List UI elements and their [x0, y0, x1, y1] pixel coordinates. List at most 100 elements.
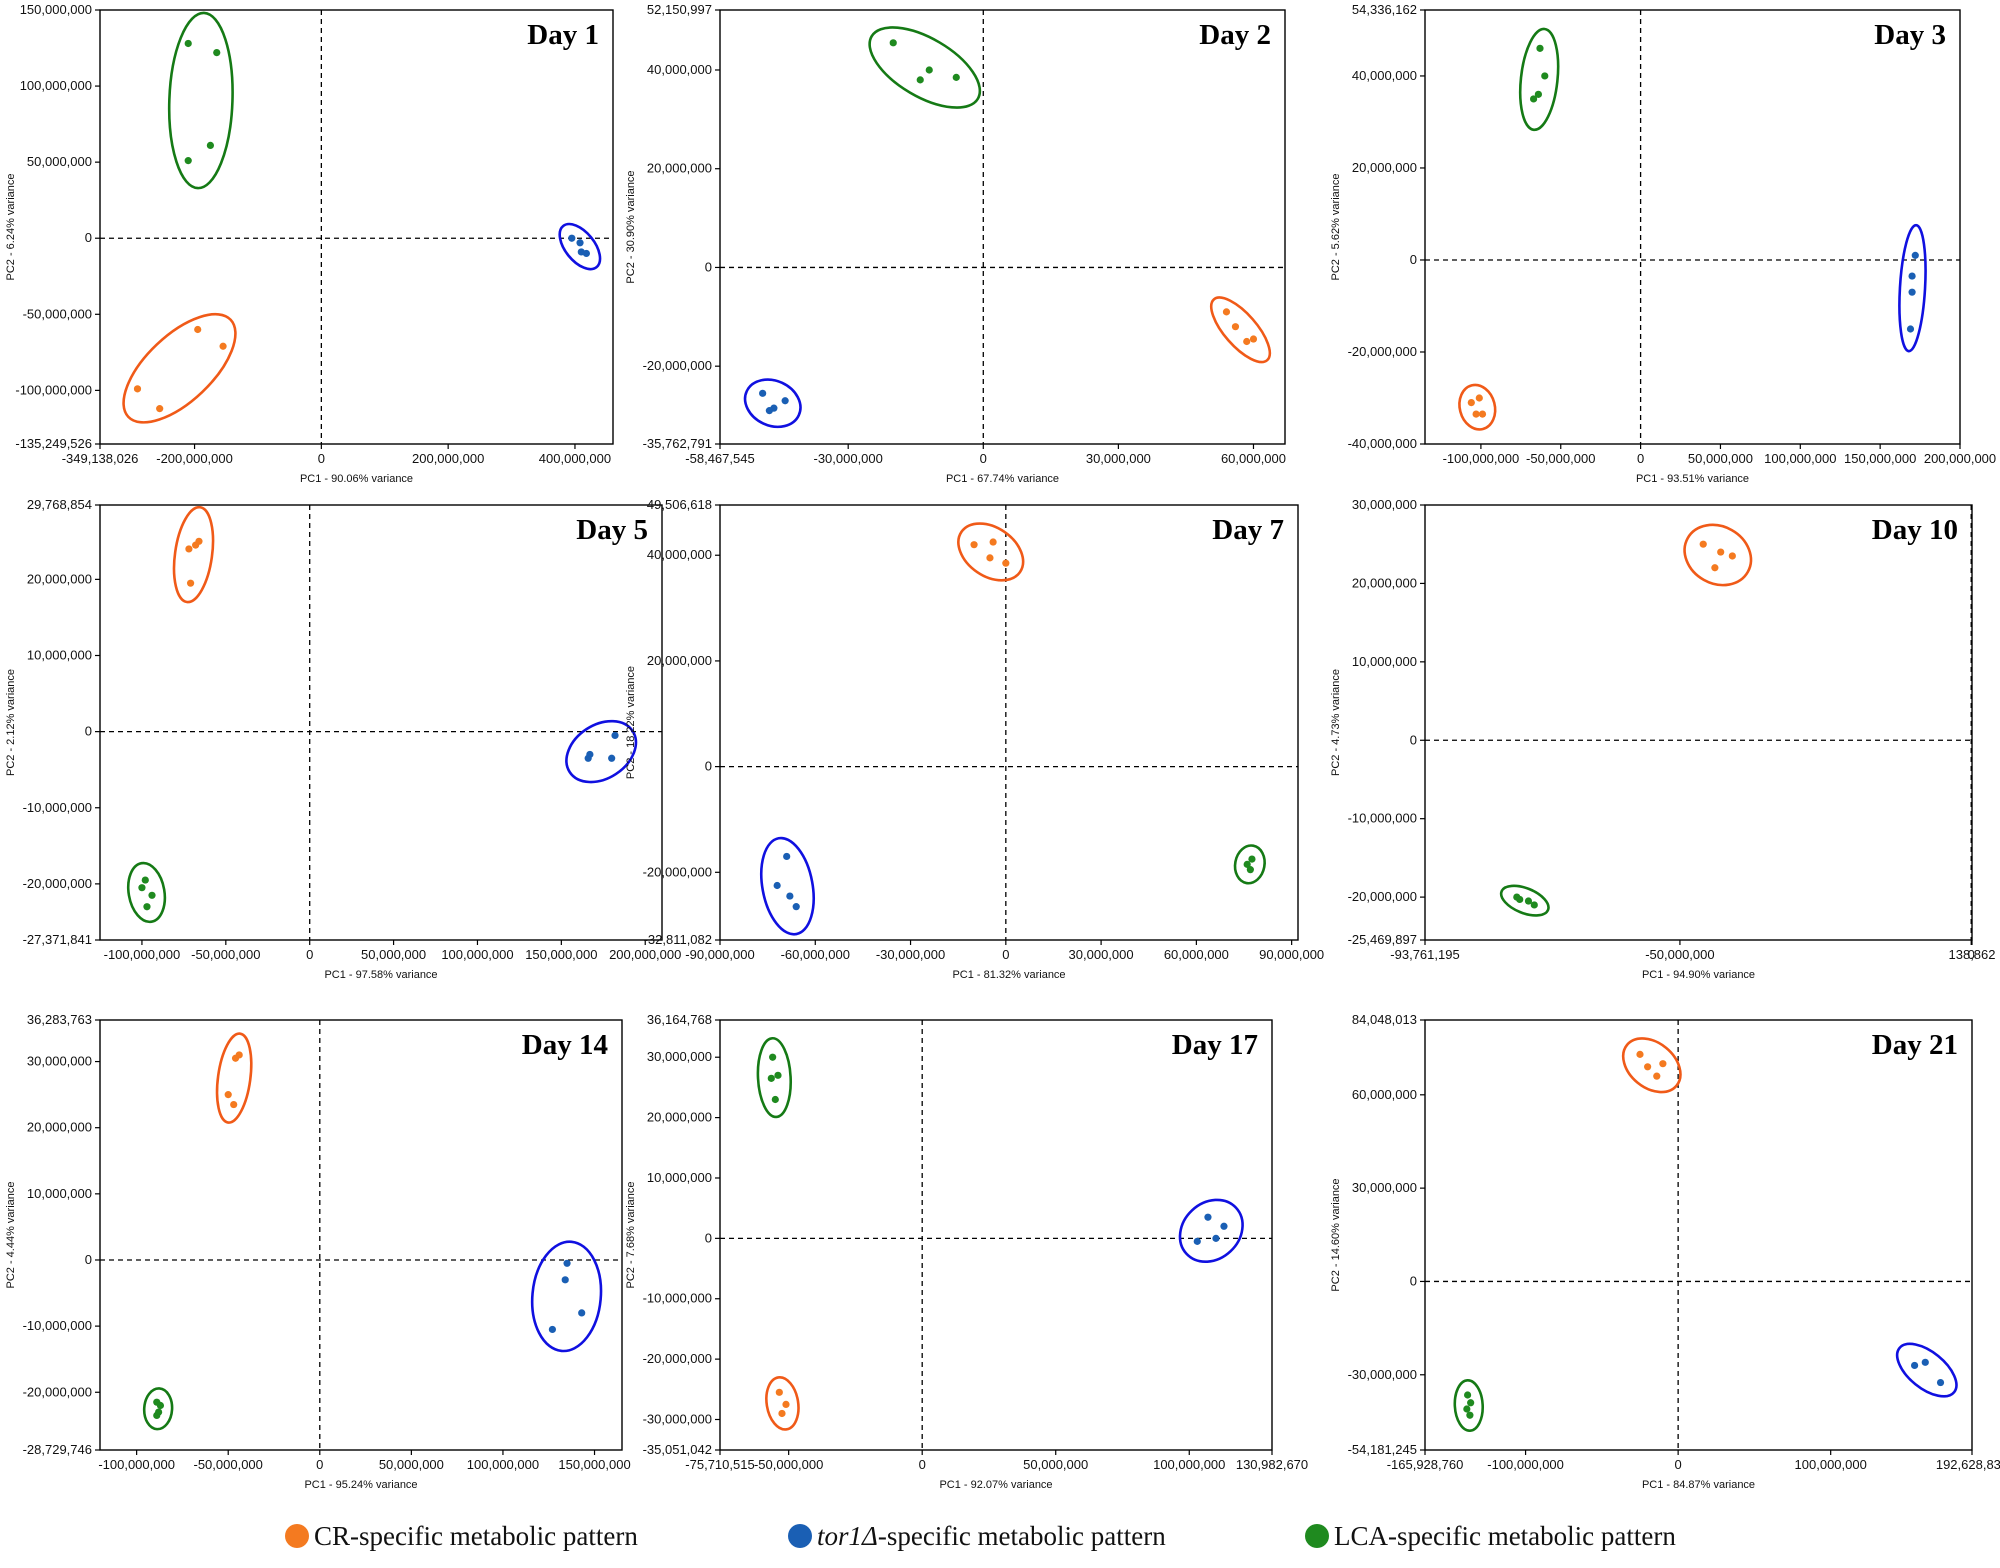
y-tick-label: 0 [1410, 1273, 1417, 1288]
y-tick-label: -30,000,000 [643, 1412, 712, 1427]
pca-panel: -165,928,760 -100,000,000 0 100,000,000 192,… [1330, 1012, 2000, 1491]
cluster-ellipse-lca [126, 861, 167, 924]
plot-frame [1424, 504, 1973, 941]
y-axis-title: PC2 - 5.62% variance [1330, 174, 1342, 281]
x-tick-label: 0 [919, 1457, 926, 1472]
y-tick-label: 0 [85, 230, 92, 245]
data-point-cr [1467, 398, 1475, 407]
legend-swatch [1305, 1524, 1329, 1548]
data-point-cr [1659, 1060, 1667, 1068]
x-tick-label: 200,000,000 [609, 947, 681, 962]
y-tick-label: 54,336,162 [1352, 2, 1417, 17]
data-point-lca [769, 1053, 777, 1061]
data-point-cr [185, 545, 193, 553]
data-point-lca [143, 903, 151, 911]
data-point-cr [986, 554, 994, 562]
legend-label: LCA-specific metabolic pattern [1334, 1521, 1676, 1551]
x-tick-label: 30,000,000 [1086, 451, 1151, 466]
pca-panel: -75,710,515 -50,000,000 0 50,000,000 100,000… [625, 1012, 1308, 1491]
y-tick-label: -10,000,000 [23, 1318, 92, 1333]
cluster-ellipse-lca [868, 26, 982, 109]
x-tick-label: 0 [318, 451, 325, 466]
y-tick-label: -20,000,000 [643, 864, 712, 879]
cluster-ellipse-lca [142, 1387, 174, 1431]
cluster-ellipse-tor1 [565, 719, 638, 784]
data-point-lca [889, 39, 897, 47]
x-tick-label: -200,000,000 [156, 451, 233, 466]
legend-label: CR-specific metabolic pattern [314, 1521, 638, 1551]
data-point-tor1 [586, 750, 594, 759]
x-tick-label: 60,000,000 [1221, 451, 1286, 466]
cluster-ellipse-lca [1453, 1379, 1485, 1432]
cluster-ellipse-cr [122, 312, 237, 424]
data-point-lca [213, 49, 221, 57]
cluster-ellipse-cr [1683, 523, 1753, 587]
data-point-cr [1711, 564, 1719, 572]
data-point-tor1 [759, 389, 767, 397]
data-point-tor1 [548, 1325, 557, 1334]
panel-title: Day 3 [1874, 19, 1946, 51]
y-tick-label: -135,249,526 [15, 436, 92, 451]
cluster-ellipse-cr [1209, 296, 1272, 364]
data-point-lca [1534, 90, 1542, 98]
data-point-lca [952, 73, 960, 81]
pca-panel: -349,138,026 -200,000,000 0 200,000,000 400,… [5, 2, 614, 485]
legend-label-rest: -specific metabolic pattern [878, 1521, 1166, 1551]
x-tick-label: -50,000,000 [194, 1457, 263, 1472]
panel-title: Day 17 [1172, 1029, 1258, 1061]
cluster-ellipse-cr [215, 1032, 253, 1124]
data-point-lca [1536, 44, 1544, 52]
cluster-ellipse-cr [172, 505, 215, 604]
legend-swatch [285, 1524, 309, 1548]
x-axis-title: PC1 - 95.24% variance [304, 1479, 417, 1491]
data-point-tor1 [561, 1276, 569, 1284]
data-point-lca [141, 876, 149, 884]
data-point-cr [1472, 410, 1480, 418]
x-axis-title: PC1 - 92.07% variance [939, 1479, 1052, 1491]
cluster-ellipse-tor1 [1895, 1342, 1958, 1398]
y-axis-title: PC2 - 4.44% variance [5, 1182, 17, 1289]
data-point-tor1 [1910, 1361, 1919, 1370]
x-tick-label: 0 [1637, 451, 1644, 466]
data-point-tor1 [765, 407, 773, 415]
x-tick-label: 90,000,000 [1259, 947, 1324, 962]
cluster-ellipse-cr [765, 1376, 800, 1431]
y-tick-label: 20,000,000 [647, 1110, 712, 1125]
y-tick-label: -20,000,000 [1348, 889, 1417, 904]
data-point-lca [1463, 1405, 1471, 1413]
plot-frame [1424, 9, 1961, 445]
data-point-cr [195, 537, 203, 545]
y-tick-label: 10,000,000 [27, 647, 92, 662]
y-tick-label: 60,000,000 [1352, 1087, 1417, 1102]
x-tick-label: 138,862 [1949, 947, 1996, 962]
y-axis-title: PC2 - 7.68% variance [625, 1182, 637, 1289]
data-point-cr [1002, 559, 1010, 567]
data-point-cr [1478, 410, 1487, 418]
y-tick-label: -20,000,000 [643, 1351, 712, 1366]
legend: CR-specific metabolic pattern tor1Δ-speci… [285, 1521, 1676, 1551]
legend-item-tor1: tor1Δ-specific metabolic pattern [788, 1521, 1166, 1551]
cluster-ellipse-lca [1499, 884, 1550, 917]
y-tick-label: 150,000,000 [20, 2, 92, 17]
y-tick-label: -30,000,000 [1348, 1367, 1417, 1382]
cluster-ellipse-tor1 [743, 378, 802, 429]
y-tick-label: 49,506,618 [647, 497, 712, 512]
y-tick-label: 100,000,000 [20, 78, 92, 93]
cluster-ellipse-lca [756, 1036, 793, 1119]
x-tick-label: -50,000,000 [191, 947, 260, 962]
data-point-tor1 [1193, 1237, 1201, 1245]
x-tick-label: 0 [306, 947, 313, 962]
data-point-tor1 [792, 903, 800, 911]
y-tick-label: -10,000,000 [23, 800, 92, 815]
data-point-lca [206, 141, 215, 150]
data-point-tor1 [1908, 288, 1916, 296]
y-tick-label: -10,000,000 [1348, 811, 1417, 826]
data-point-cr [1717, 548, 1725, 556]
pca-panel: -100,000,000 -50,000,000 0 50,000,000 100,00… [1330, 2, 1996, 485]
y-tick-label: 52,150,997 [647, 2, 712, 17]
y-tick-label: 30,000,000 [1352, 497, 1417, 512]
panel-title: Day 14 [522, 1029, 608, 1061]
x-tick-label: -100,000,000 [104, 947, 181, 962]
y-tick-label: -100,000,000 [15, 382, 92, 397]
y-tick-label: 20,000,000 [1352, 575, 1417, 590]
